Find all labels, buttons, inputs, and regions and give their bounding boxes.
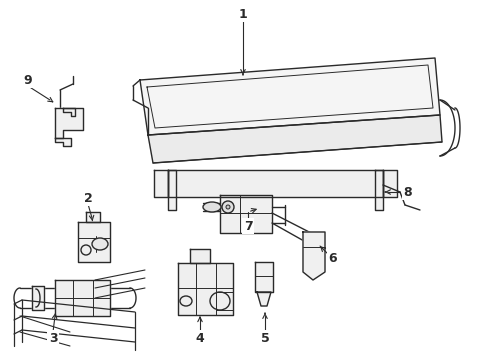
Polygon shape	[32, 286, 44, 310]
Polygon shape	[178, 263, 233, 315]
Polygon shape	[86, 212, 100, 222]
Polygon shape	[303, 232, 325, 280]
Polygon shape	[140, 58, 440, 135]
Polygon shape	[154, 170, 168, 197]
Polygon shape	[55, 280, 110, 316]
Polygon shape	[190, 249, 210, 263]
Polygon shape	[220, 195, 272, 233]
Ellipse shape	[203, 202, 221, 212]
Text: 1: 1	[239, 8, 247, 21]
Polygon shape	[63, 108, 75, 116]
Ellipse shape	[92, 238, 108, 250]
Text: 6: 6	[329, 252, 337, 265]
Text: 5: 5	[261, 332, 270, 345]
Text: 3: 3	[49, 332, 57, 345]
Text: 2: 2	[84, 192, 93, 204]
Polygon shape	[147, 65, 433, 128]
Polygon shape	[257, 292, 271, 306]
Text: 7: 7	[244, 220, 252, 233]
Text: 8: 8	[404, 185, 412, 198]
Polygon shape	[55, 138, 71, 146]
Polygon shape	[55, 108, 83, 138]
Polygon shape	[168, 170, 383, 197]
Polygon shape	[148, 115, 442, 163]
Polygon shape	[375, 170, 383, 210]
Text: 9: 9	[24, 73, 32, 86]
Polygon shape	[255, 262, 273, 292]
Circle shape	[222, 201, 234, 213]
Text: 4: 4	[196, 332, 204, 345]
Polygon shape	[168, 170, 176, 210]
Circle shape	[226, 205, 230, 209]
Polygon shape	[383, 170, 397, 197]
Polygon shape	[78, 222, 110, 262]
